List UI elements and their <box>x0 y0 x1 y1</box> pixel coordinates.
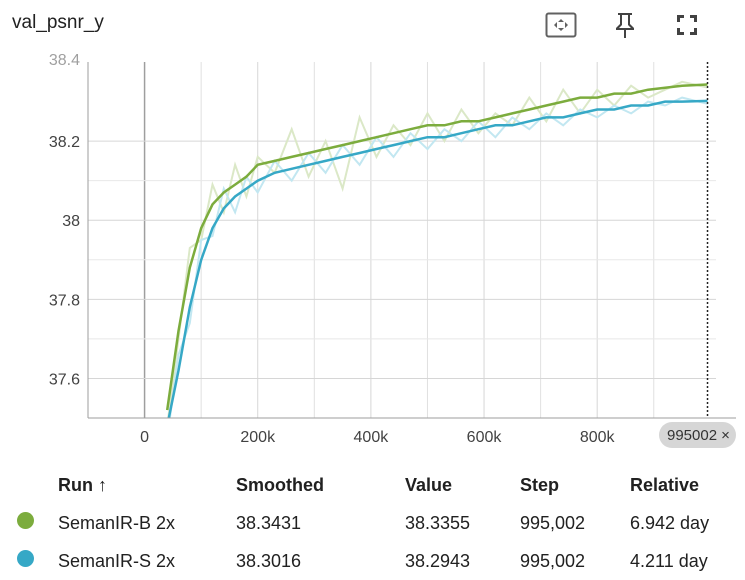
step-cursor-label: 995002 <box>667 426 718 444</box>
smoothed-series-lines <box>165 83 708 418</box>
x-tick-label: 200k <box>240 429 276 446</box>
step: 995,002 <box>520 512 586 533</box>
run-name: SemanIR-B 2x <box>58 512 176 533</box>
step-cursor-chip[interactable]: 995002 × <box>659 422 736 448</box>
value: 38.2943 <box>405 550 471 571</box>
fit-to-data-button[interactable] <box>543 8 579 42</box>
table-row[interactable]: SemanIR-S 2x 38.3016 38.2943 995,002 4.2… <box>0 542 740 580</box>
y-tick-label: 38.2 <box>49 134 80 151</box>
table-header-row: Run ↑ Smoothed Value Step Relative <box>0 466 740 504</box>
tick-labels: 37.6 37.8 38 38.2 38.4 0 200k 400k 600k 800k <box>49 52 616 446</box>
pin-button[interactable] <box>607 8 643 42</box>
runs-table: Run ↑ Smoothed Value Step Relative Seman… <box>0 466 740 580</box>
fullscreen-icon <box>677 15 697 35</box>
chart-grid <box>88 62 716 418</box>
y-tick-label: 37.8 <box>49 292 80 309</box>
y-tick-label-clipped: 38.4 <box>49 52 80 69</box>
pin-icon <box>616 13 634 38</box>
step: 995,002 <box>520 550 586 571</box>
table-row[interactable]: SemanIR-B 2x 38.3431 38.3355 995,002 6.9… <box>0 504 740 542</box>
step-column-header[interactable]: Step <box>520 474 560 495</box>
relative-time: 6.942 day <box>630 512 710 533</box>
chart-axes <box>87 62 736 419</box>
line-chart[interactable]: 37.6 37.8 38 38.2 38.4 0 200k 400k 600k 800k <box>0 0 745 460</box>
run-color-dot <box>17 512 34 529</box>
smoothed-value: 38.3431 <box>236 512 302 533</box>
x-tick-label: 800k <box>580 429 616 446</box>
run-column-header[interactable]: Run ↑ <box>58 474 107 495</box>
run-name: SemanIR-S 2x <box>58 550 176 571</box>
x-tick-label: 400k <box>354 429 390 446</box>
fullscreen-button[interactable] <box>669 8 705 42</box>
relative-column-header[interactable]: Relative <box>630 474 700 495</box>
close-icon[interactable]: × <box>721 426 730 444</box>
run-color-dot <box>17 550 34 567</box>
raw-series-line <box>167 80 708 418</box>
chart-title: val_psnr_y <box>12 12 104 33</box>
smoothed-series-line <box>167 99 708 418</box>
y-tick-label: 38 <box>62 213 80 230</box>
smoothed-value: 38.3016 <box>236 550 302 571</box>
raw-series-line <box>168 96 708 418</box>
relative-time: 4.211 day <box>630 550 708 571</box>
y-tick-label: 37.6 <box>49 371 80 388</box>
x-tick-label: 600k <box>467 429 503 446</box>
x-tick-label: 0 <box>140 429 149 446</box>
raw-series-lines <box>167 80 708 418</box>
value: 38.3355 <box>405 512 471 533</box>
value-column-header[interactable]: Value <box>405 474 453 495</box>
smoothed-series-line <box>165 83 708 411</box>
smoothed-column-header[interactable]: Smoothed <box>236 474 324 495</box>
fit-to-data-icon <box>545 12 577 38</box>
